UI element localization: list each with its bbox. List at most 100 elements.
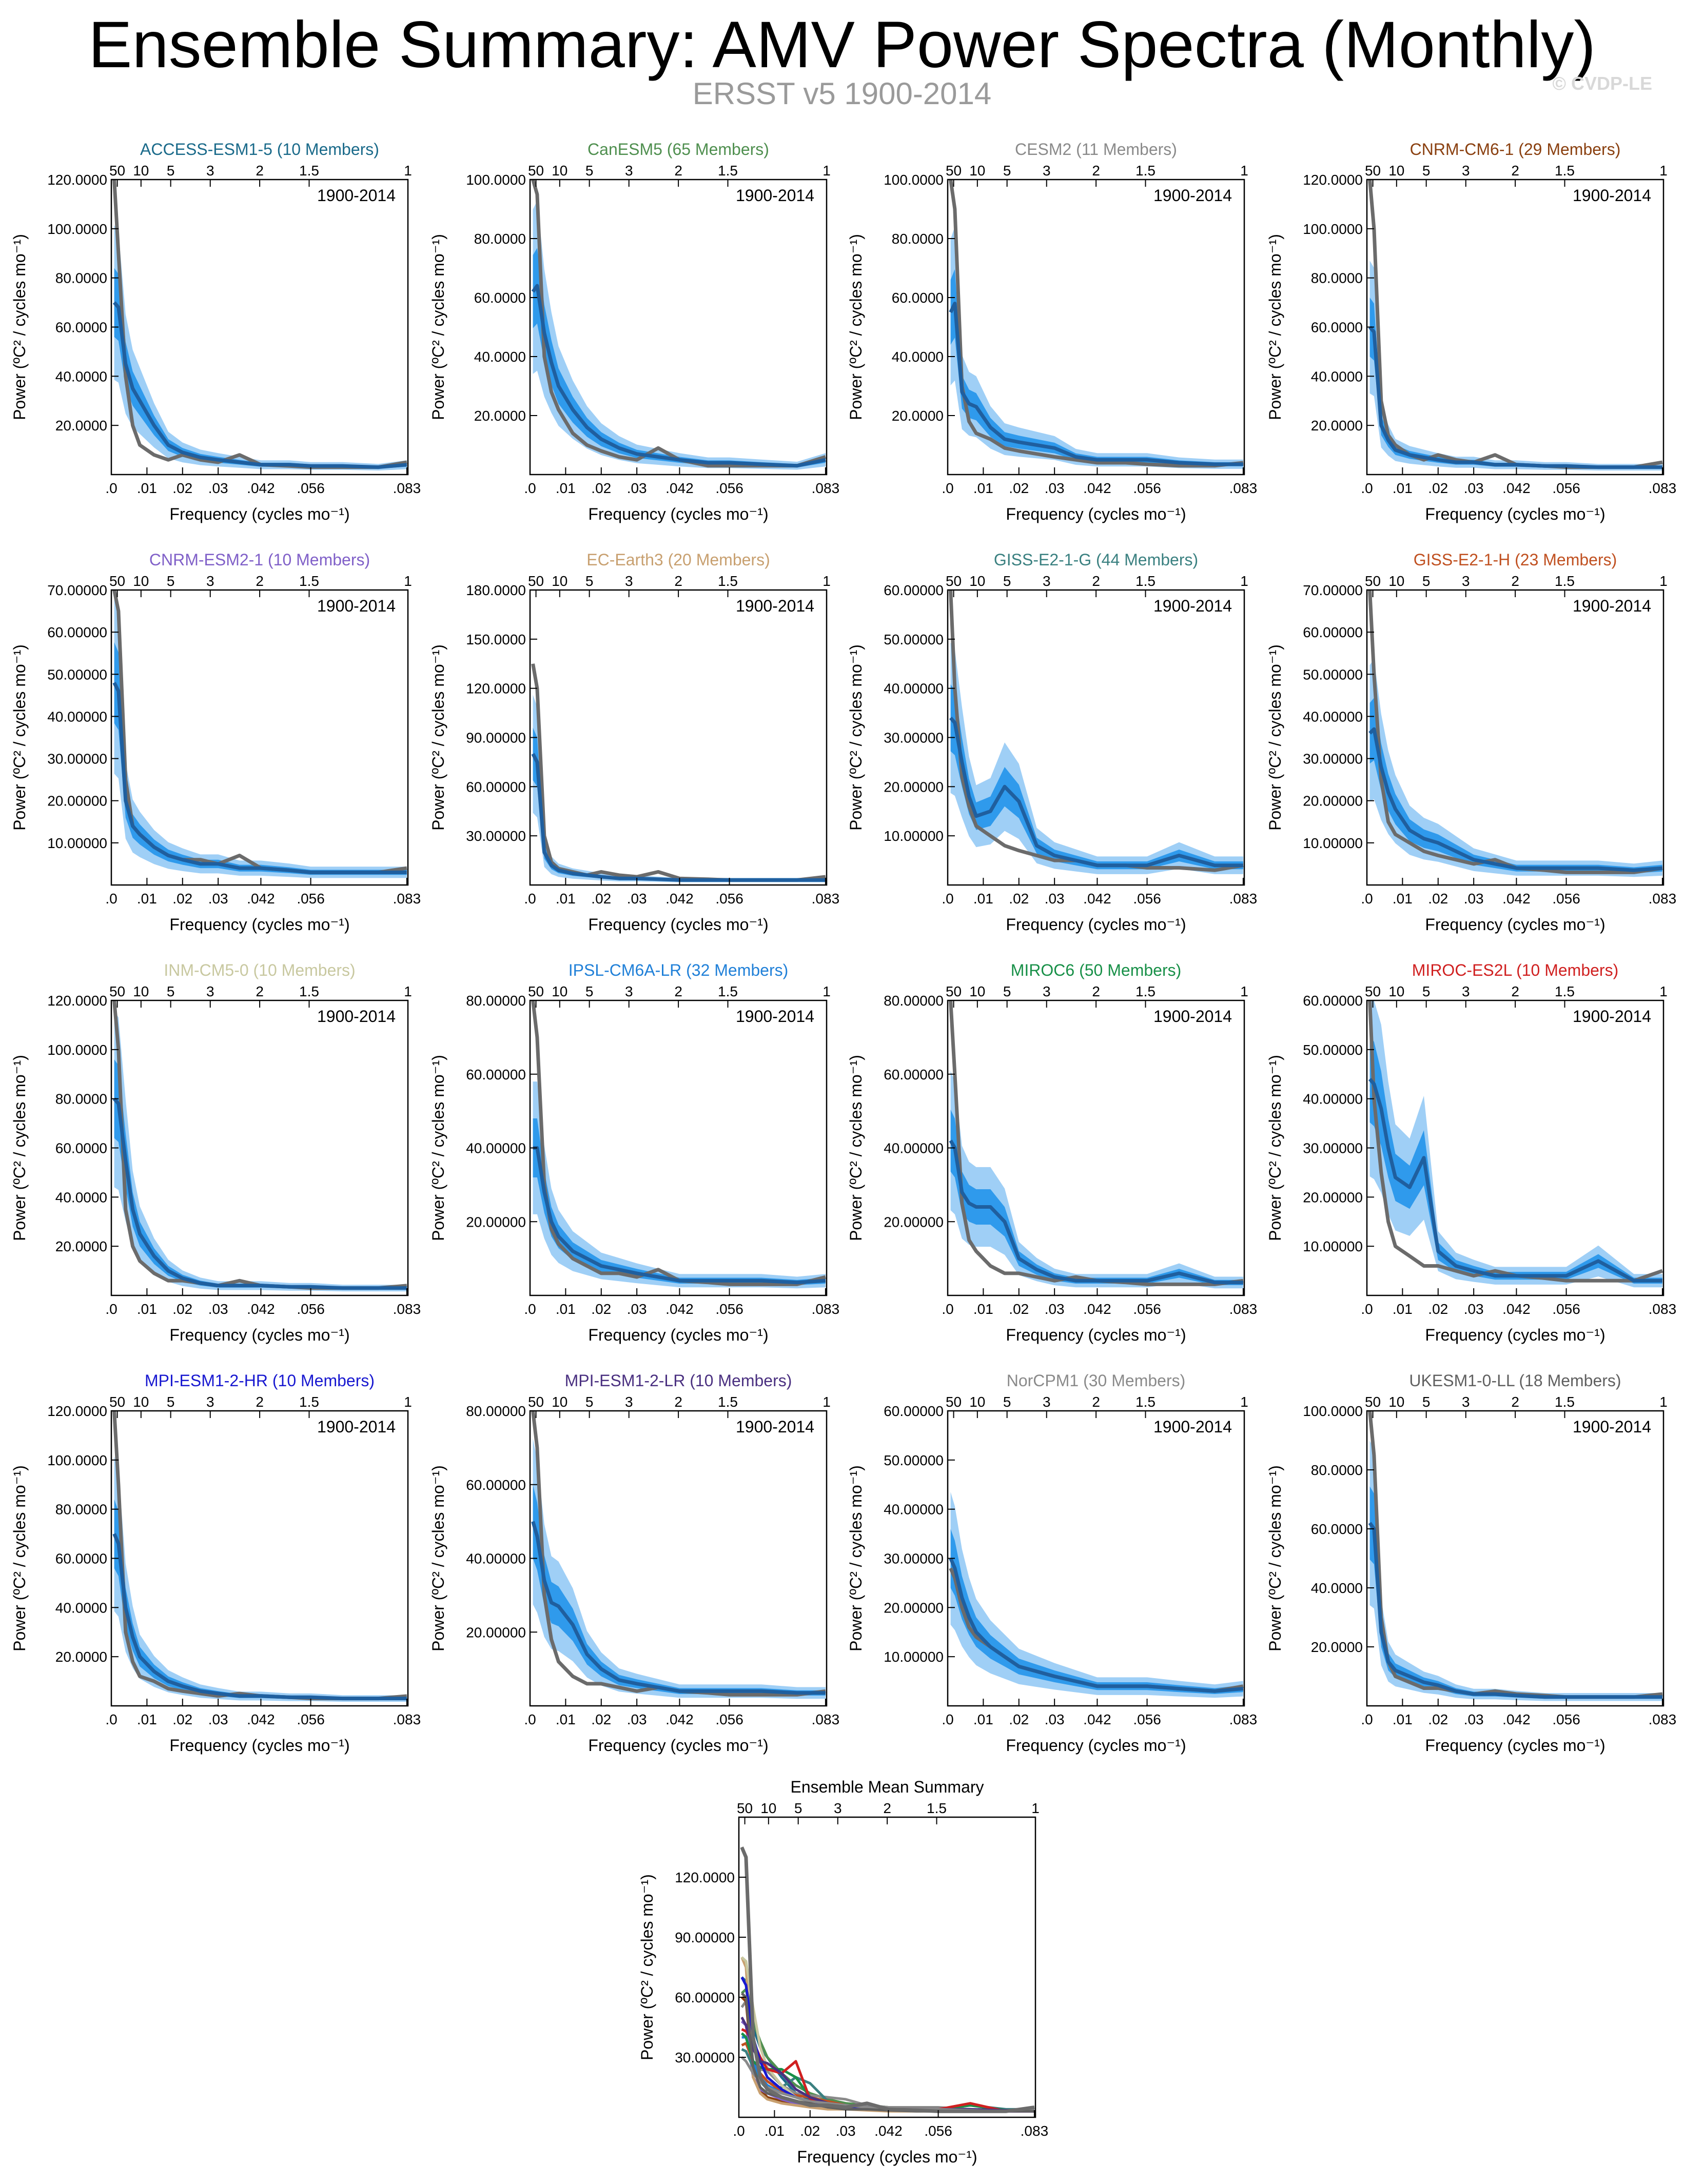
period-tick-label: 1 xyxy=(1659,1394,1668,1410)
x-axis-label: Frequency (cycles mo⁻¹) xyxy=(588,1736,768,1755)
x-tick-label: .02 xyxy=(172,891,192,907)
period-tick-label: 1 xyxy=(404,983,412,999)
period-tick-label: 10 xyxy=(133,163,149,179)
period-tick-label: 3 xyxy=(1462,983,1470,999)
x-tick-label: .03 xyxy=(627,1711,647,1727)
y-tick-label: 20.00000 xyxy=(47,793,107,809)
period-tick-label: 2 xyxy=(1092,163,1100,179)
y-tick-label: 40.00000 xyxy=(884,1502,944,1518)
period-tick-label: 3 xyxy=(1462,163,1470,179)
y-tick-label: 120.0000 xyxy=(47,993,107,1009)
plot-area xyxy=(949,590,1244,874)
x-tick-label: .02 xyxy=(800,2123,820,2139)
observed-spectrum-line xyxy=(1368,590,1663,874)
period-tick-label: 3 xyxy=(206,573,214,589)
y-tick-label: 100.0000 xyxy=(1303,1403,1363,1419)
y-tick-label: 150.0000 xyxy=(466,632,526,647)
period-tick-label: 50 xyxy=(528,1394,544,1410)
y-tick-label: 20.0000 xyxy=(1311,1639,1363,1655)
x-axis-label: Frequency (cycles mo⁻¹) xyxy=(169,1736,349,1755)
period-tick-label: 1.5 xyxy=(1135,983,1156,999)
x-tick-label: .01 xyxy=(556,891,576,907)
period-tick-label: 50 xyxy=(109,163,125,179)
x-tick-label: .01 xyxy=(973,891,993,907)
panel-title: GISS-E2-1-H (23 Members) xyxy=(1414,550,1617,569)
period-tick-label: 2 xyxy=(1511,983,1519,999)
period-tick-label: 1 xyxy=(404,573,412,589)
chart-panel-1: 1900-2014 .0 .01 .02 .03 .042 .056 .083 50 10 5 3 2 1… xyxy=(429,140,839,523)
x-tick-label: .083 xyxy=(812,891,840,907)
ensemble-mean-line xyxy=(531,1521,826,1695)
ensemble-mean-line xyxy=(949,1139,1243,1285)
y-tick-label: 10.00000 xyxy=(1303,835,1363,851)
y-tick-label: 100.0000 xyxy=(47,1452,107,1468)
y-axis-label: Power (ºC² / cycles mo⁻¹) xyxy=(1266,234,1284,420)
chart-panel-13: 1900-2014 .0 .01 .02 .03 .042 .056 .083 50 10 5 3 2 1… xyxy=(429,1371,839,1755)
ensemble-spread-inner xyxy=(114,268,407,469)
x-tick-label: .03 xyxy=(1464,1301,1484,1317)
y-tick-label: 20.0000 xyxy=(1311,418,1363,434)
period-tick-label: 2 xyxy=(256,1394,264,1410)
x-tick-label: .03 xyxy=(1464,1711,1484,1727)
period-tick-label: 10 xyxy=(1388,163,1404,179)
page-subtitle: ERSST v5 1900-2014 xyxy=(692,76,992,111)
y-axis-label: Power (ºC² / cycles mo⁻¹) xyxy=(429,1465,447,1651)
ensemble-mean-line xyxy=(1368,1522,1662,1699)
x-tick-label: .042 xyxy=(665,480,694,496)
y-tick-label: 50.00000 xyxy=(884,1452,944,1468)
plot-frame xyxy=(529,589,828,886)
observed-spectrum-line xyxy=(531,663,826,882)
plot-area xyxy=(949,1492,1244,1698)
x-tick-label: .083 xyxy=(1229,1711,1258,1727)
plot-frame xyxy=(1366,1410,1665,1707)
period-tick-label: 10 xyxy=(133,983,149,999)
period-tick-label: 2 xyxy=(674,1394,682,1410)
period-tick-label: 1.5 xyxy=(718,163,738,179)
y-tick-label: 60.00000 xyxy=(884,582,944,598)
period-tick-label: 5 xyxy=(167,1394,175,1410)
y-tick-label: 20.00000 xyxy=(1303,1189,1363,1205)
y-axis-label: Power (ºC² / cycles mo⁻¹) xyxy=(1266,644,1284,831)
x-tick-label: .02 xyxy=(1428,1711,1448,1727)
period-tick-label: 50 xyxy=(109,573,125,589)
y-tick-label: 100.0000 xyxy=(466,172,526,188)
x-tick-label: .083 xyxy=(393,1711,421,1727)
year-range-label: 1900-2014 xyxy=(736,1007,814,1026)
y-tick-label: 40.0000 xyxy=(55,1600,107,1616)
ensemble-spread-outer xyxy=(533,201,826,470)
period-tick-label: 10 xyxy=(552,573,567,589)
y-axis-label: Power (ºC² / cycles mo⁻¹) xyxy=(10,644,29,831)
x-tick-label: .042 xyxy=(1083,1711,1111,1727)
period-tick-label: 10 xyxy=(1388,573,1404,589)
x-tick-label: .01 xyxy=(137,1301,157,1317)
ensemble-mean-line xyxy=(1368,727,1663,872)
x-tick-label: .0 xyxy=(1361,891,1373,907)
plot-frame xyxy=(1366,179,1665,476)
y-tick-label: 30.00000 xyxy=(47,751,107,767)
ensemble-mean-line xyxy=(112,1097,407,1290)
y-tick-label: 50.00000 xyxy=(47,666,107,682)
chart-panel-14: 1900-2014 .0 .01 .02 .03 .042 .056 .083 50 10 5 3 2 1… xyxy=(847,1371,1257,1755)
plot-area xyxy=(112,1000,407,1292)
plot-area xyxy=(531,180,826,470)
period-tick-label: 2 xyxy=(1511,573,1519,589)
period-tick-label: 10 xyxy=(969,1394,985,1410)
x-tick-label: .0 xyxy=(524,480,536,496)
chart-panel-10: 1900-2014 .0 .01 .02 .03 .042 .056 .083 50 10 5 3 2 1… xyxy=(847,961,1257,1344)
y-tick-label: 90.00000 xyxy=(675,1930,735,1945)
observed-spectrum-line xyxy=(1368,1000,1663,1283)
period-tick-label: 5 xyxy=(585,983,594,999)
panel-title: MPI-ESM1-2-LR (10 Members) xyxy=(565,1371,792,1390)
period-tick-label: 10 xyxy=(552,1394,567,1410)
y-tick-label: 100.0000 xyxy=(47,221,107,237)
observed-spectrum-line xyxy=(531,1411,826,1697)
x-tick-label: .083 xyxy=(812,1301,840,1317)
y-tick-label: 40.00000 xyxy=(47,709,107,724)
chart-panel-11: 1900-2014 .0 .01 .02 .03 .042 .056 .083 50 10 5 3 2 1… xyxy=(1266,961,1676,1344)
x-tick-label: .056 xyxy=(297,1711,325,1727)
panel-title: MIROC-ES2L (10 Members) xyxy=(1412,961,1618,979)
period-tick-label: 1.5 xyxy=(718,573,738,589)
period-tick-label: 2 xyxy=(256,983,264,999)
plot-area xyxy=(531,1000,826,1289)
y-tick-label: 80.0000 xyxy=(474,231,526,247)
